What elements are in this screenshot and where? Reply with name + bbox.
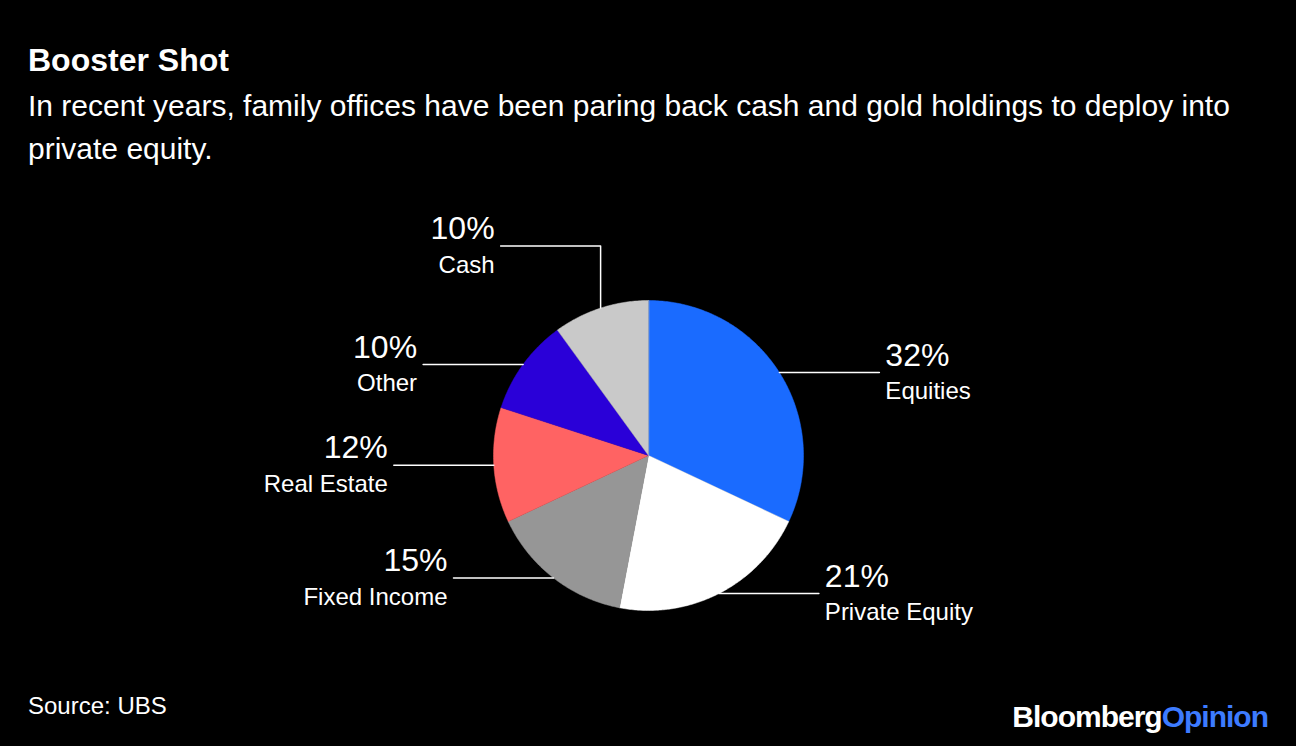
svg-text:21%: 21% xyxy=(825,558,889,594)
svg-text:12%: 12% xyxy=(324,429,388,465)
svg-text:Cash: Cash xyxy=(439,251,495,278)
svg-text:Private Equity: Private Equity xyxy=(825,598,973,625)
svg-text:10%: 10% xyxy=(431,210,495,246)
svg-text:Other: Other xyxy=(357,369,417,396)
svg-text:10%: 10% xyxy=(353,329,417,365)
svg-text:Fixed Income: Fixed Income xyxy=(303,583,447,610)
svg-text:15%: 15% xyxy=(383,542,447,578)
html-text:In recent years, family office: In recent years, family offices have bee… xyxy=(28,89,1230,165)
html-text:Source: UBS: Source: UBS xyxy=(28,692,167,719)
svg-text:Real Estate: Real Estate xyxy=(264,470,388,497)
svg-text:Equities: Equities xyxy=(885,377,970,404)
html-text:Booster Shot: Booster Shot xyxy=(28,42,229,78)
html-text:Bloomberg Opinion: Bloomberg Opinion xyxy=(1012,700,1268,733)
svg-text:32%: 32% xyxy=(885,337,949,373)
